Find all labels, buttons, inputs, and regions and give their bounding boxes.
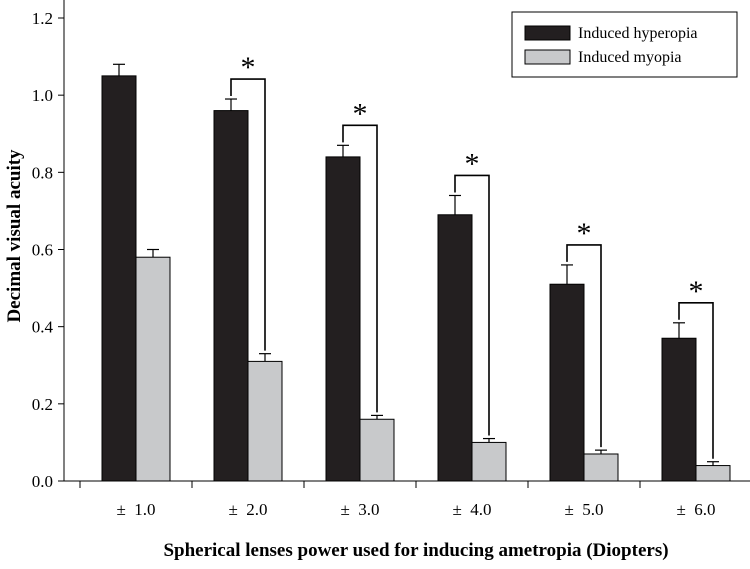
legend-swatch xyxy=(524,25,571,41)
significance-bracket xyxy=(454,174,490,436)
significance-star: * xyxy=(241,51,256,84)
significance-star: * xyxy=(577,217,592,250)
bars xyxy=(101,75,731,482)
x-tick-label: ± 6.0 xyxy=(676,500,715,519)
bar xyxy=(437,214,473,482)
significance-bracket xyxy=(342,124,378,413)
y-tick-label: 1.0 xyxy=(32,86,53,105)
error-bars xyxy=(113,63,719,466)
significance-bracket xyxy=(566,244,602,448)
bar xyxy=(101,75,137,482)
legend-box xyxy=(511,11,738,78)
bar xyxy=(695,465,731,482)
significance-star: * xyxy=(689,275,704,308)
bar xyxy=(661,337,697,482)
bar xyxy=(325,156,361,482)
y-axis: 0.0 0.2 0.4 0.6 0.8 1.0 1.2 xyxy=(32,0,65,491)
x-tick-label: ± 4.0 xyxy=(452,500,491,519)
bar xyxy=(213,110,249,482)
bar xyxy=(135,256,171,482)
y-tick-label: 0.8 xyxy=(32,163,53,182)
significance-star: * xyxy=(465,147,480,180)
legend: Induced hyperopia Induced myopia xyxy=(511,11,738,78)
bar xyxy=(359,418,395,482)
x-tick-label: ± 1.0 xyxy=(116,500,155,519)
x-axis: ± 1.0 ± 2.0 ± 3.0 ± 4.0 ± 5.0 ± 6.0 xyxy=(64,480,750,519)
legend-label: Induced hyperopia xyxy=(578,25,698,42)
legend-swatch xyxy=(524,49,571,65)
y-tick-label: 0.0 xyxy=(32,472,53,491)
y-tick-label: 0.4 xyxy=(32,318,54,337)
legend-label: Induced myopia xyxy=(578,49,682,66)
y-tick-label: 0.2 xyxy=(32,395,53,414)
x-axis-title: Spherical lenses power used for inducing… xyxy=(163,540,668,561)
y-tick-label: 1.2 xyxy=(32,9,53,28)
bar xyxy=(549,283,585,482)
significance-bracket xyxy=(230,78,266,351)
x-tick-label: ± 2.0 xyxy=(228,500,267,519)
x-tick-label: ± 5.0 xyxy=(564,500,603,519)
y-tick-label: 0.6 xyxy=(32,241,53,260)
bar xyxy=(583,453,619,482)
y-axis-title: Decimal visual acuity xyxy=(4,149,25,323)
bar xyxy=(471,441,507,482)
x-tick-label: ± 3.0 xyxy=(340,500,379,519)
significance-brackets: * * * * * xyxy=(230,51,714,459)
bar xyxy=(247,360,283,482)
significance-bracket xyxy=(678,302,714,459)
significance-star: * xyxy=(353,97,368,130)
